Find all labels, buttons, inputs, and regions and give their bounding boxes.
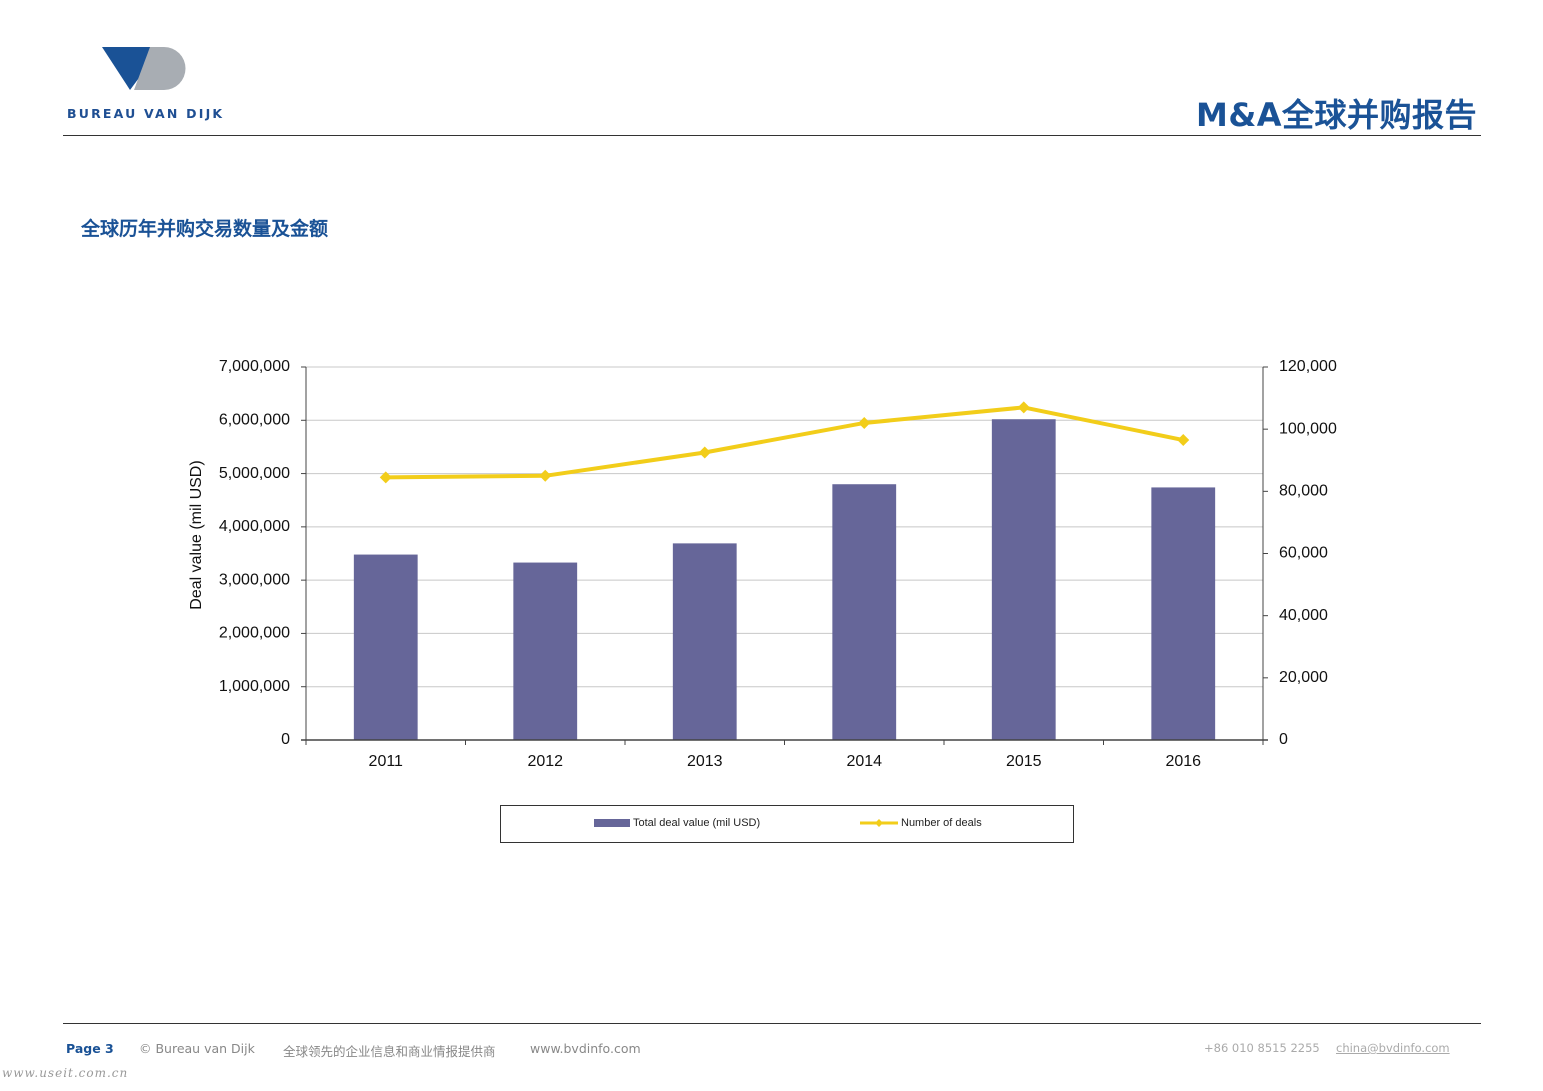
- y2-tick-label: 120,000: [1279, 358, 1337, 375]
- chart-tick-labels: 0 1,000,000 2,000,000 3,000,000 4,000,000 5,0…: [219, 358, 1337, 770]
- x-tick-label: 2011: [369, 753, 404, 770]
- x-tick-label: 2013: [687, 753, 723, 770]
- line-point: [379, 471, 392, 484]
- x-tick-label: 2016: [1165, 753, 1201, 770]
- legend-label-deal-value: Total deal value (mil USD): [633, 817, 761, 829]
- chart-legend: Total deal value (mil USD) Number of dea…: [500, 805, 1074, 843]
- footer-tagline: 全球领先的企业信息和商业情报提供商: [283, 1044, 496, 1059]
- line-point: [539, 469, 552, 482]
- y-tick-label: 7,000,000: [219, 358, 290, 375]
- legend-item-line: Number of deals: [860, 817, 982, 829]
- page-number: Page 3: [66, 1041, 114, 1056]
- legend-item-bar: Total deal value (mil USD): [594, 817, 760, 829]
- y-tick-label: 4,000,000: [219, 518, 290, 535]
- report-title: M&A全球并购报告: [1195, 96, 1477, 134]
- legend-bar-swatch-icon: [594, 819, 630, 827]
- y-tick-label: 2,000,000: [219, 625, 290, 642]
- x-tick-label: 2015: [1006, 753, 1042, 770]
- line-point: [1017, 401, 1030, 414]
- y-tick-label: 5,000,000: [219, 465, 290, 482]
- section-title: 全球历年并购交易数量及金额: [81, 218, 329, 240]
- legend-line-swatch-icon: [860, 819, 898, 827]
- bar: [672, 543, 737, 740]
- header-divider: [63, 135, 1481, 136]
- bar: [353, 554, 418, 740]
- bar: [1151, 487, 1216, 740]
- y-tick-label: 6,000,000: [219, 412, 290, 429]
- y2-tick-label: 20,000: [1279, 669, 1328, 686]
- bureau-van-dijk-logo-icon: [102, 47, 186, 90]
- footer-copyright: © Bureau van Dijk: [139, 1041, 255, 1056]
- footer-divider: [63, 1023, 1481, 1024]
- line-point: [1177, 434, 1190, 447]
- chart-line: [379, 401, 1190, 484]
- y2-tick-label: 40,000: [1279, 607, 1328, 624]
- y-tick-label: 3,000,000: [219, 571, 290, 588]
- bar: [991, 419, 1056, 740]
- series-line: [385, 405, 1184, 480]
- y2-tick-label: 80,000: [1279, 483, 1328, 500]
- footer-website-link[interactable]: www.bvdinfo.com: [530, 1041, 641, 1056]
- y-tick-label: 1,000,000: [219, 678, 290, 695]
- watermark: www.useit.com.cn: [2, 1066, 129, 1080]
- footer-email-link[interactable]: china@bvdinfo.com: [1336, 1041, 1450, 1055]
- x-tick-label: 2014: [846, 753, 882, 770]
- y-axis-label: Deal value (mil USD): [188, 460, 205, 609]
- chart-axes: [301, 366, 1268, 745]
- y2-tick-label: 100,000: [1279, 420, 1337, 437]
- legend-label-number-of-deals: Number of deals: [901, 817, 982, 829]
- line-point: [698, 446, 711, 459]
- chart-bars: [353, 419, 1216, 740]
- logo-text: BUREAU VAN DIJK: [67, 106, 225, 121]
- bar: [832, 484, 897, 740]
- footer-phone: +86 010 8515 2255: [1204, 1041, 1320, 1055]
- line-point: [858, 416, 871, 429]
- y2-tick-label: 0: [1279, 731, 1288, 748]
- chart-gridlines: [306, 366, 1263, 688]
- x-tick-label: 2012: [527, 753, 563, 770]
- bar: [513, 562, 578, 740]
- y2-tick-label: 60,000: [1279, 545, 1328, 562]
- y-tick-label: 0: [281, 731, 290, 748]
